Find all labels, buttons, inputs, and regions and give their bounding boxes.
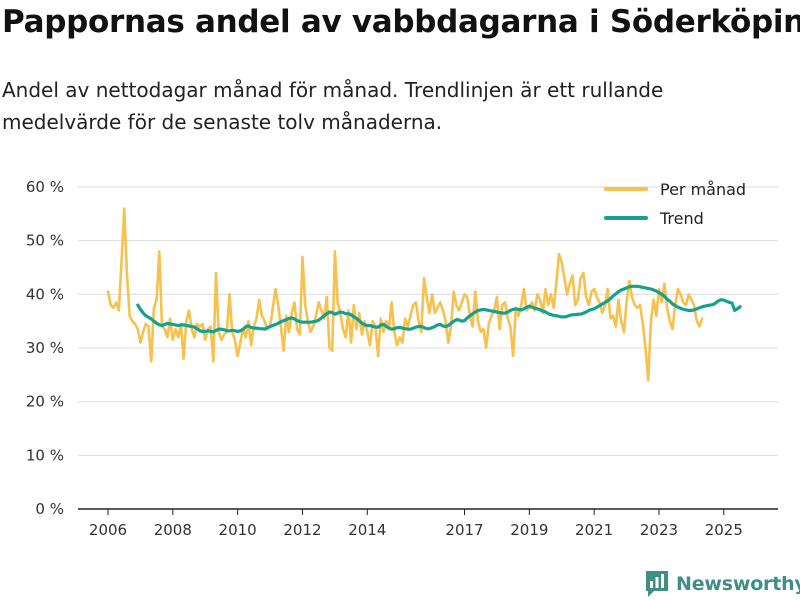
y-tick-label: 0 % <box>35 500 64 518</box>
brand-logo: Newsworthy <box>644 569 800 599</box>
series-line-monthly <box>106 207 704 382</box>
y-tick-label: 50 % <box>26 232 64 250</box>
x-tick-label: 2008 <box>154 521 192 539</box>
x-tick-label: 2021 <box>575 521 613 539</box>
chart-legend: Per månad Trend <box>604 180 746 228</box>
legend-label-monthly: Per månad <box>660 180 746 199</box>
chart-subtitle: Andel av nettodagar månad för månad. Tre… <box>2 78 664 134</box>
legend-label-trend: Trend <box>659 209 704 228</box>
x-tick-label: 2014 <box>348 521 386 539</box>
x-tick-label: 2010 <box>219 521 257 539</box>
x-axis-ticks: 2006 2008 2010 2012 2014 2017 2019 2021 2023 2025 <box>89 509 743 539</box>
newsworthy-logo-icon <box>646 571 668 597</box>
y-tick-label: 40 % <box>26 285 64 303</box>
series-line-trend <box>136 284 742 334</box>
y-tick-label: 20 % <box>26 393 64 411</box>
y-tick-label: 10 % <box>26 446 64 464</box>
page-title: Pappornas andel av vabbdagarna i Söderkö… <box>2 4 800 40</box>
y-axis-ticks: 0 % 10 % 20 % 30 % 40 % 50 % 60 % <box>26 178 64 518</box>
x-tick-label: 2017 <box>445 521 483 539</box>
x-tick-label: 2019 <box>510 521 548 539</box>
y-tick-label: 30 % <box>26 339 64 357</box>
x-tick-label: 2023 <box>640 521 678 539</box>
y-tick-label: 60 % <box>26 178 64 196</box>
x-tick-label: 2012 <box>283 521 321 539</box>
brand-name: Newsworthy <box>676 573 800 595</box>
series-layer <box>106 207 742 382</box>
x-tick-label: 2025 <box>705 521 743 539</box>
line-chart: 0 % 10 % 20 % 30 % 40 % 50 % 60 % 2006 2008 2010… <box>26 178 778 539</box>
x-tick-label: 2006 <box>89 521 127 539</box>
